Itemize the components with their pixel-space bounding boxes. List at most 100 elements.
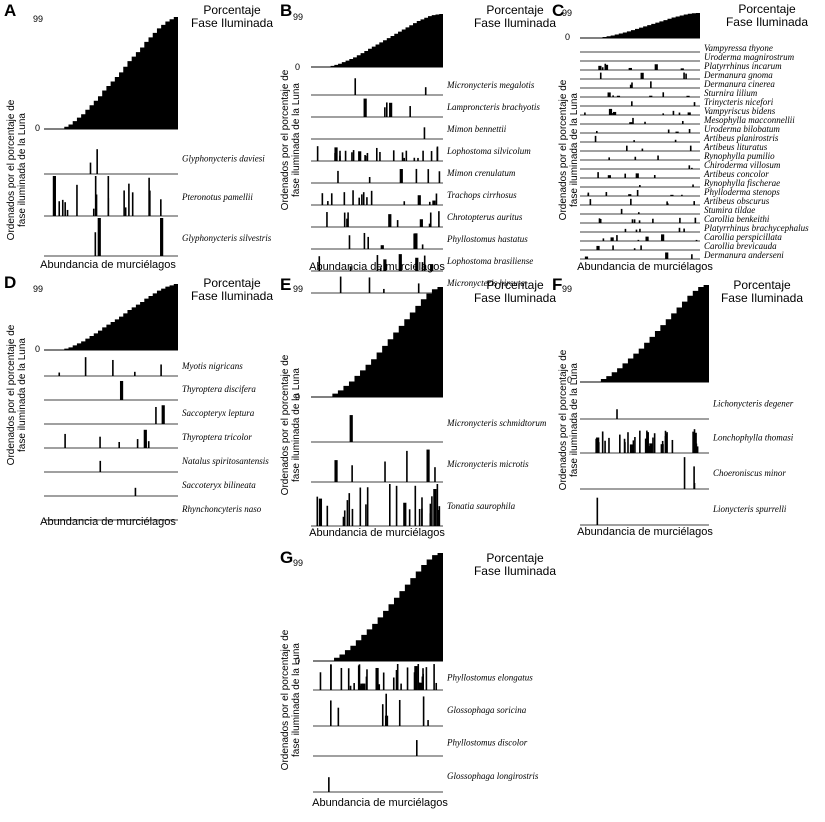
panel-letter: F xyxy=(552,275,562,294)
abundance-bar xyxy=(594,135,597,142)
y-axis-label: Ordenados por el porcentaje de xyxy=(6,99,17,240)
panel-title: Fase Iluminada xyxy=(474,291,556,305)
abundance-bar xyxy=(596,130,598,133)
abundance-bar xyxy=(316,496,319,526)
abundance-bar xyxy=(435,682,438,690)
panel-letter: G xyxy=(280,548,293,567)
abundance-bar xyxy=(417,157,419,161)
abundance-bar xyxy=(696,446,699,453)
abundance-bar xyxy=(644,121,646,124)
abundance-bar xyxy=(351,465,353,482)
abundance-bar xyxy=(691,167,693,169)
panel-letter: C xyxy=(552,1,564,20)
abundance-bar xyxy=(661,234,665,241)
abundance-bar xyxy=(349,266,352,271)
panel-title: Fase Iluminada xyxy=(474,16,556,30)
species-label: Thyroptera discifera xyxy=(182,384,256,394)
abundance-bar xyxy=(89,162,92,174)
abundance-bar xyxy=(640,245,642,250)
abundance-bar xyxy=(119,380,124,400)
abundance-bar xyxy=(632,117,634,124)
abundance-bar xyxy=(438,171,441,183)
species-label: Glyphonycteris silvestris xyxy=(182,233,272,243)
x-axis-label: Abundancia de murciélagos xyxy=(40,259,176,271)
abundance-bar xyxy=(400,683,402,690)
abundance-bar xyxy=(385,102,388,117)
abundance-bar xyxy=(661,440,664,453)
abundance-bar xyxy=(389,102,393,117)
species-label: Myotis nigricans xyxy=(181,361,243,371)
abundance-bar xyxy=(681,194,683,196)
abundance-bar xyxy=(688,165,691,169)
abundance-bar xyxy=(64,433,66,448)
species-label: Lophostoma brasiliense xyxy=(446,256,533,266)
abundance-bar xyxy=(375,667,379,690)
abundance-bar xyxy=(423,127,426,139)
abundance-bar xyxy=(436,484,439,526)
abundance-bar xyxy=(347,668,350,690)
abundance-bar xyxy=(382,672,385,690)
abundance-bar xyxy=(348,235,351,249)
species-label: Phyllostomus discolor xyxy=(446,738,528,748)
abundance-bar xyxy=(403,502,407,526)
panel-title: Porcentaje xyxy=(486,551,544,565)
abundance-bar xyxy=(584,112,586,115)
abundance-bar xyxy=(432,200,436,205)
abundance-bar xyxy=(413,672,416,690)
abundance-bar xyxy=(422,696,425,726)
species-label: Trinycteris nicefori xyxy=(704,97,774,107)
y-axis-label: fase iluminada de la Luna xyxy=(291,368,302,482)
abundance-bar xyxy=(330,664,332,690)
ytick-bottom: 0 xyxy=(35,123,40,133)
abundance-bar xyxy=(427,454,430,482)
abundance-bar xyxy=(354,78,357,95)
abundance-bar xyxy=(608,108,613,115)
abundance-bar xyxy=(58,372,61,376)
abundance-bar xyxy=(630,198,632,205)
abundance-bar xyxy=(652,218,654,223)
abundance-bar xyxy=(683,228,685,232)
abundance-bar xyxy=(330,193,333,205)
panel-title: Porcentaje xyxy=(486,278,544,292)
species-label: Saccopteryx leptura xyxy=(182,408,255,418)
abundance-bar xyxy=(147,441,150,448)
abundance-bar xyxy=(401,152,404,161)
species-label: Micronycteris hirsuta xyxy=(446,278,525,288)
abundance-bar xyxy=(340,667,343,690)
panel-title: Fase Iluminada xyxy=(474,564,556,578)
abundance-bar xyxy=(683,72,685,79)
panel-letter: D xyxy=(4,273,16,292)
abundance-bar xyxy=(408,509,411,526)
abundance-bar xyxy=(349,415,353,442)
species-label: Dermanura anderseni xyxy=(703,250,784,260)
species-label: Glyphonycteris daviesi xyxy=(182,154,265,164)
abundance-bar xyxy=(646,430,648,453)
abundance-bar xyxy=(604,64,609,70)
ytick-bottom: 0 xyxy=(295,656,300,666)
abundance-bar xyxy=(405,150,408,161)
abundance-bar xyxy=(427,169,430,183)
abundance-bar xyxy=(679,217,681,223)
abundance-bar xyxy=(587,194,590,196)
species-label: Micronycteris microtis xyxy=(446,459,529,469)
abundance-bar xyxy=(330,700,332,726)
abundance-bar xyxy=(691,254,693,259)
abundance-bar xyxy=(653,174,656,178)
panel-letter: B xyxy=(280,1,292,20)
y-axis-label: Ordenados por el porcentaje de xyxy=(280,354,291,495)
abundance-bar xyxy=(624,173,627,178)
abundance-bar xyxy=(628,194,632,196)
abundance-bar xyxy=(358,151,362,161)
abundance-bar xyxy=(612,95,614,97)
abundance-bar xyxy=(629,444,634,453)
abundance-bar xyxy=(406,450,408,482)
panel-title: Porcentaje xyxy=(203,276,261,290)
abundance-bar xyxy=(123,190,125,216)
abundance-bar xyxy=(359,487,362,526)
abundance-bar xyxy=(359,685,361,690)
abundance-bar xyxy=(337,170,339,183)
abundance-bar xyxy=(671,439,674,453)
abundance-bar xyxy=(66,209,69,216)
abundance-bar xyxy=(155,406,157,424)
